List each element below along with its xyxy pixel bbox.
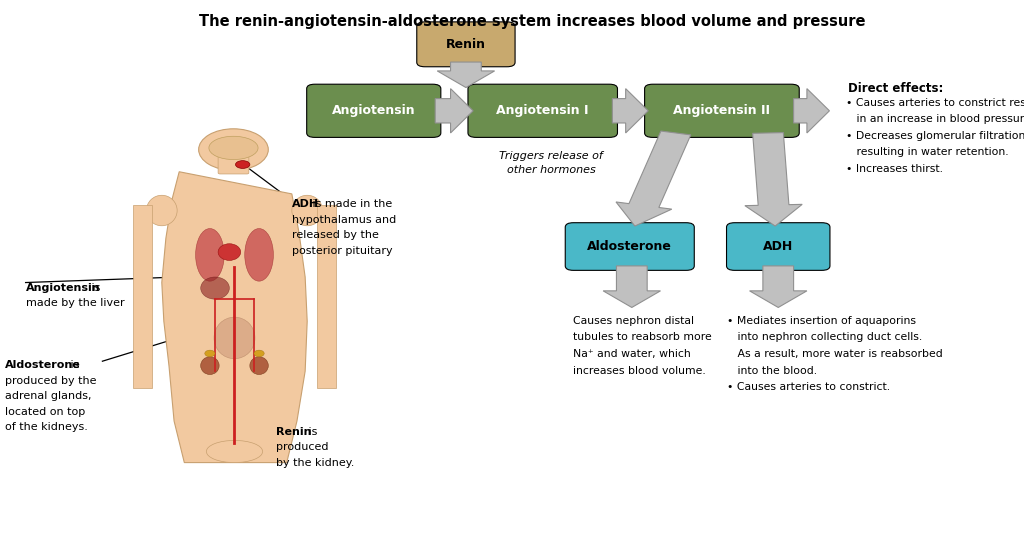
Text: released by the: released by the — [292, 230, 379, 240]
Text: • Mediates insertion of aquaporins: • Mediates insertion of aquaporins — [727, 316, 916, 326]
Text: • Causes arteries to constrict resulting: • Causes arteries to constrict resulting — [846, 98, 1024, 107]
FancyBboxPatch shape — [565, 223, 694, 270]
Ellipse shape — [201, 277, 229, 299]
Ellipse shape — [254, 350, 264, 357]
Text: Na⁺ and water, which: Na⁺ and water, which — [573, 349, 691, 359]
Polygon shape — [744, 132, 802, 226]
Text: is made in the: is made in the — [309, 199, 392, 209]
Text: Causes nephron distal: Causes nephron distal — [573, 316, 694, 326]
Text: • Causes arteries to constrict.: • Causes arteries to constrict. — [727, 382, 890, 392]
Ellipse shape — [250, 357, 268, 375]
Text: into nephron collecting duct cells.: into nephron collecting duct cells. — [727, 332, 923, 342]
Text: adrenal glands,: adrenal glands, — [5, 391, 91, 401]
Text: Angiotensin II: Angiotensin II — [674, 104, 770, 117]
Text: Direct effects:: Direct effects: — [848, 82, 943, 95]
Text: is: is — [68, 360, 80, 370]
Ellipse shape — [207, 440, 262, 463]
Polygon shape — [133, 205, 152, 388]
Text: The renin-angiotensin-aldosterone system increases blood volume and pressure: The renin-angiotensin-aldosterone system… — [200, 14, 865, 29]
Ellipse shape — [201, 357, 219, 375]
Circle shape — [236, 161, 250, 168]
Text: produced: produced — [276, 442, 329, 452]
Text: • Increases thirst.: • Increases thirst. — [846, 164, 943, 174]
Polygon shape — [437, 62, 495, 88]
Text: Aldosterone: Aldosterone — [5, 360, 81, 370]
Polygon shape — [794, 89, 829, 133]
FancyBboxPatch shape — [417, 22, 515, 66]
Polygon shape — [616, 131, 691, 226]
Text: Angiotensin I: Angiotensin I — [497, 104, 589, 117]
Text: hypothalamus and: hypothalamus and — [292, 215, 396, 225]
Text: As a result, more water is reabsorbed: As a result, more water is reabsorbed — [727, 349, 943, 359]
Text: resulting in water retention.: resulting in water retention. — [846, 147, 1009, 157]
Ellipse shape — [292, 195, 323, 226]
FancyBboxPatch shape — [218, 155, 249, 174]
Text: into the blood.: into the blood. — [727, 366, 817, 376]
Polygon shape — [435, 89, 473, 133]
Text: by the kidney.: by the kidney. — [276, 458, 355, 468]
Ellipse shape — [209, 136, 258, 160]
Polygon shape — [750, 266, 807, 307]
Polygon shape — [612, 89, 648, 133]
Text: ADH: ADH — [292, 199, 318, 209]
Text: Triggers release of
other hormones: Triggers release of other hormones — [499, 151, 603, 175]
FancyBboxPatch shape — [645, 84, 799, 137]
Text: • Decreases glomerular filtration rate: • Decreases glomerular filtration rate — [846, 131, 1024, 141]
Text: Renin: Renin — [445, 38, 486, 51]
Text: located on top: located on top — [5, 407, 85, 417]
FancyBboxPatch shape — [727, 223, 829, 270]
FancyBboxPatch shape — [307, 84, 440, 137]
Text: posterior pituitary: posterior pituitary — [292, 246, 392, 256]
Ellipse shape — [245, 228, 273, 281]
Text: tubules to reabsorb more: tubules to reabsorb more — [573, 332, 712, 342]
Polygon shape — [162, 172, 307, 463]
Ellipse shape — [205, 350, 215, 357]
Text: increases blood volume.: increases blood volume. — [573, 366, 707, 376]
Text: Angiotensin: Angiotensin — [26, 283, 100, 293]
Ellipse shape — [196, 228, 224, 281]
Polygon shape — [317, 205, 336, 388]
Ellipse shape — [218, 244, 241, 260]
Text: in an increase in blood pressure.: in an increase in blood pressure. — [846, 114, 1024, 124]
Text: ADH: ADH — [763, 240, 794, 253]
Text: is: is — [305, 427, 317, 437]
Text: Aldosterone: Aldosterone — [588, 240, 672, 253]
Ellipse shape — [199, 129, 268, 170]
Polygon shape — [603, 266, 660, 307]
Ellipse shape — [214, 317, 255, 359]
Text: produced by the: produced by the — [5, 376, 96, 386]
Text: is: is — [87, 283, 100, 293]
FancyBboxPatch shape — [468, 84, 617, 137]
Text: Angiotensin: Angiotensin — [332, 104, 416, 117]
Text: made by the liver: made by the liver — [26, 298, 124, 308]
Ellipse shape — [146, 195, 177, 226]
Text: Renin: Renin — [276, 427, 312, 437]
Text: of the kidneys.: of the kidneys. — [5, 422, 88, 432]
